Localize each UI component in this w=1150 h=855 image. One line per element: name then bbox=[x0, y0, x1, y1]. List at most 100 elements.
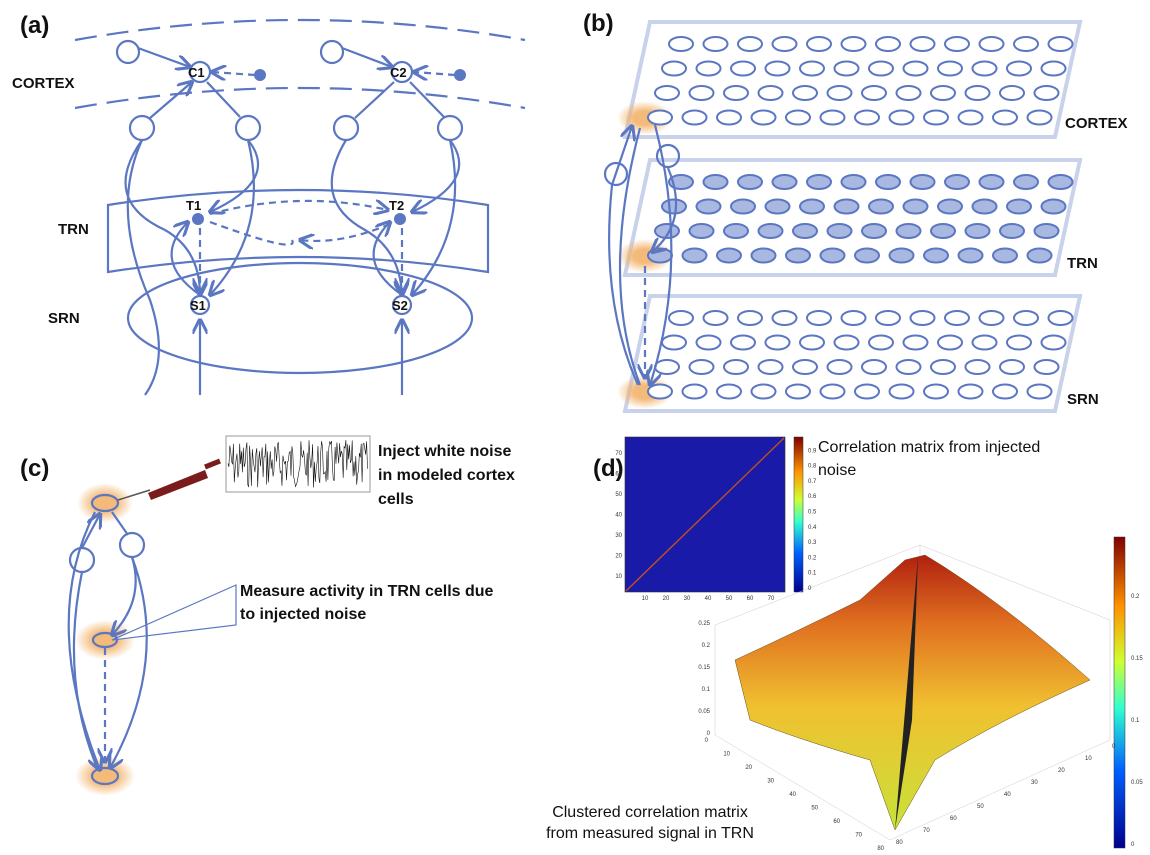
srn-ellipse bbox=[128, 263, 472, 373]
cell bbox=[752, 249, 776, 263]
node-label: T2 bbox=[389, 198, 404, 213]
cell bbox=[945, 175, 969, 189]
cell bbox=[690, 224, 714, 238]
tick-label: 50 bbox=[977, 804, 984, 810]
cell bbox=[800, 336, 824, 350]
tick-label: 0.1 bbox=[1131, 718, 1140, 724]
annotation: in modeled cortex bbox=[378, 467, 515, 484]
cell bbox=[655, 86, 679, 100]
node-label: T1 bbox=[186, 198, 201, 213]
cell bbox=[911, 37, 935, 51]
cell bbox=[931, 360, 955, 374]
cell bbox=[980, 175, 1004, 189]
cell bbox=[731, 200, 755, 214]
cell bbox=[773, 311, 797, 325]
cell bbox=[724, 86, 748, 100]
tick-label: 50 bbox=[615, 492, 622, 498]
cell bbox=[724, 224, 748, 238]
cell bbox=[1035, 86, 1059, 100]
cell bbox=[973, 200, 997, 214]
cell bbox=[807, 37, 831, 51]
tick-label: 70 bbox=[768, 596, 775, 602]
matrix-title: Correlation matrix from injected bbox=[818, 439, 1040, 456]
cell bbox=[904, 62, 928, 76]
region-label: TRN bbox=[58, 221, 89, 238]
colorbar bbox=[794, 437, 803, 592]
cell bbox=[766, 200, 790, 214]
cell bbox=[835, 336, 859, 350]
tick-label: 10 bbox=[615, 574, 622, 580]
cell bbox=[876, 37, 900, 51]
cell bbox=[683, 249, 707, 263]
cell bbox=[931, 224, 955, 238]
tick-label: 50 bbox=[811, 806, 818, 812]
cell bbox=[959, 385, 983, 399]
colorbar bbox=[1114, 537, 1125, 848]
cell bbox=[828, 86, 852, 100]
tick-label: 60 bbox=[747, 596, 754, 602]
tick-label: 0.5 bbox=[808, 510, 817, 516]
cell bbox=[821, 111, 845, 125]
cell bbox=[938, 336, 962, 350]
cell bbox=[1007, 200, 1031, 214]
tick-label: 0.05 bbox=[698, 709, 710, 715]
panel-c: (c) Inject white noise in modeled cortex… bbox=[20, 436, 515, 796]
cell bbox=[931, 86, 955, 100]
cell bbox=[1028, 385, 1052, 399]
cell bbox=[793, 224, 817, 238]
tick-label: 40 bbox=[615, 513, 622, 519]
cell bbox=[862, 360, 886, 374]
cell bbox=[717, 111, 741, 125]
cell bbox=[890, 385, 914, 399]
cell bbox=[855, 249, 879, 263]
cortex-boundary bbox=[75, 88, 525, 108]
panel-a: (a) CORTEX TRN SRN C1 C2 T1 T2 S1 S2 bbox=[12, 12, 525, 395]
cell bbox=[662, 200, 686, 214]
cell bbox=[1049, 175, 1073, 189]
cell bbox=[980, 311, 1004, 325]
cell bbox=[724, 360, 748, 374]
cell bbox=[738, 311, 762, 325]
cell bbox=[766, 62, 790, 76]
cell bbox=[731, 336, 755, 350]
cell bbox=[662, 336, 686, 350]
tick-label: 80 bbox=[877, 846, 884, 852]
surface-caption: from measured signal in TRN bbox=[546, 825, 754, 842]
tick-label: 30 bbox=[615, 533, 622, 539]
tick-label: 10 bbox=[723, 752, 730, 758]
cell bbox=[1014, 311, 1038, 325]
tick-label: 20 bbox=[615, 554, 622, 560]
cell bbox=[738, 175, 762, 189]
cell bbox=[793, 86, 817, 100]
tick-label: 70 bbox=[855, 833, 862, 839]
cell bbox=[752, 111, 776, 125]
cell bbox=[759, 86, 783, 100]
cell bbox=[662, 62, 686, 76]
cell bbox=[869, 62, 893, 76]
cell bbox=[876, 175, 900, 189]
cell bbox=[993, 111, 1017, 125]
annotation: Measure activity in TRN cells due bbox=[240, 583, 494, 600]
tick-label: 20 bbox=[663, 596, 670, 602]
tick-label: 0.8 bbox=[808, 464, 817, 470]
tick-label: 20 bbox=[1058, 768, 1065, 774]
panel-d: (d) Correlation matrix from injected noi… bbox=[546, 437, 1143, 852]
cell bbox=[793, 360, 817, 374]
surface-caption: Clustered correlation matrix bbox=[552, 804, 748, 821]
cell bbox=[924, 111, 948, 125]
cell bbox=[938, 62, 962, 76]
cell bbox=[1035, 360, 1059, 374]
cell bbox=[835, 62, 859, 76]
tick-label: 0 bbox=[705, 738, 709, 744]
tick-label: 10 bbox=[1085, 756, 1092, 762]
tick-label: 0.7 bbox=[808, 479, 817, 485]
node-label: C1 bbox=[188, 65, 205, 80]
cell bbox=[648, 249, 672, 263]
tick-label: 60 bbox=[615, 472, 622, 478]
figure: (a) CORTEX TRN SRN C1 C2 T1 T2 S1 S2 (b)… bbox=[0, 0, 1150, 855]
cell bbox=[973, 62, 997, 76]
cell bbox=[704, 175, 728, 189]
tick-label: 40 bbox=[705, 596, 712, 602]
node-label: S2 bbox=[392, 298, 408, 313]
cell bbox=[842, 175, 866, 189]
